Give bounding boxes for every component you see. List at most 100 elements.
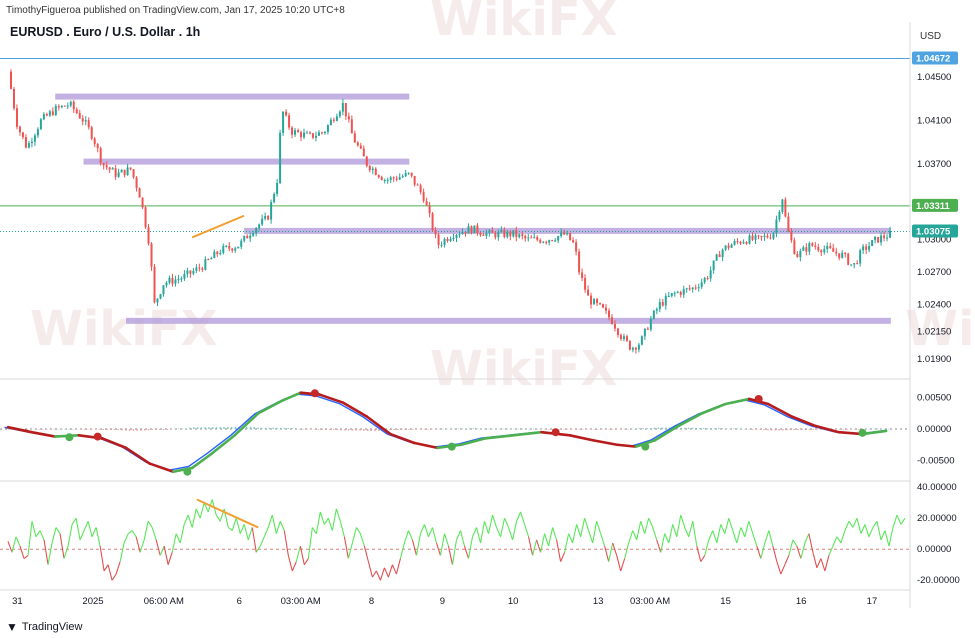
histogram-bar xyxy=(559,429,561,430)
histogram-bar xyxy=(332,429,335,430)
rsi-line-segment xyxy=(235,518,241,534)
candle-body xyxy=(506,231,509,237)
fast-line-segment xyxy=(837,430,864,436)
fast-line-segment xyxy=(148,462,175,474)
candle-body xyxy=(458,234,461,236)
candle-body xyxy=(793,240,796,255)
oscillator-panel[interactable]: 0.00500 0.00000 -0.00500 xyxy=(0,389,955,476)
candle-body xyxy=(697,287,700,289)
candle-body xyxy=(563,232,566,235)
rsi-line-segment xyxy=(379,567,385,581)
candle-body xyxy=(264,215,267,219)
rsi-line-segment xyxy=(876,521,882,540)
candle-body xyxy=(661,302,664,306)
crossover-marker xyxy=(183,467,192,476)
candle-body xyxy=(763,235,766,237)
candle-body xyxy=(676,291,679,293)
rsi-line-segment xyxy=(884,530,890,547)
rsi-line-segment xyxy=(103,564,109,572)
candle-body xyxy=(643,328,646,337)
price-panel[interactable]: 1.045001.041001.037001.033001.030001.027… xyxy=(0,51,958,365)
rsi-line-segment xyxy=(23,554,29,559)
candle-body xyxy=(108,167,111,170)
rsi-line-segment xyxy=(187,514,193,528)
candle-body xyxy=(201,268,204,270)
rsi-line-segment xyxy=(752,533,758,547)
candle-body xyxy=(335,116,338,121)
time-tick-label: 03:00 AM xyxy=(281,596,321,607)
candle-body xyxy=(479,233,482,235)
fast-line-segment xyxy=(318,393,345,405)
rsi-tick-label: 0.00000 xyxy=(917,544,951,555)
candle-body xyxy=(778,211,781,220)
candle-body xyxy=(751,235,754,240)
candle-body xyxy=(877,237,880,243)
osc-tick-label: -0.00500 xyxy=(917,455,955,466)
candle-body xyxy=(841,252,844,258)
candle-body xyxy=(482,234,485,236)
rsi-line-segment xyxy=(852,517,858,528)
candle-body xyxy=(395,178,398,180)
candle-body xyxy=(685,288,688,290)
rsi-line-segment xyxy=(111,573,117,581)
rsi-line-segment xyxy=(584,517,590,531)
candle-body xyxy=(575,242,578,252)
histogram-bar xyxy=(638,428,641,430)
candle-body xyxy=(362,148,365,157)
candle-body xyxy=(607,310,610,318)
candle-body xyxy=(578,251,581,273)
rsi-line-segment xyxy=(271,514,277,534)
candle-body xyxy=(171,277,174,284)
candle-body xyxy=(757,235,760,237)
histogram-bar xyxy=(491,428,493,430)
rsi-line-segment xyxy=(808,533,814,553)
histogram-bar xyxy=(521,428,524,430)
candle-body xyxy=(581,272,584,279)
histogram-bar xyxy=(94,429,97,430)
rsi-line-segment xyxy=(175,533,181,544)
rsi-line-segment xyxy=(143,521,149,540)
rsi-line-segment xyxy=(704,539,710,556)
price-badge-label: 1.04672 xyxy=(916,53,950,64)
histogram-bar xyxy=(162,429,165,430)
candle-body xyxy=(625,336,628,341)
candle-body xyxy=(276,182,279,194)
histogram-bar xyxy=(57,428,59,430)
candle-body xyxy=(162,285,165,295)
histogram-bar xyxy=(464,428,467,430)
histogram-bar xyxy=(453,428,456,430)
candle-body xyxy=(314,135,317,138)
rsi-line-segment xyxy=(492,514,498,528)
candle-body xyxy=(102,163,105,166)
rsi-panel[interactable]: 40.00000 20.00000 0.00000 -20.00000 xyxy=(0,482,960,586)
histogram-bar xyxy=(181,428,184,430)
rsi-line-segment xyxy=(27,521,33,556)
histogram-bar xyxy=(767,429,769,431)
fast-line-segment xyxy=(389,432,416,445)
rsi-line-segment xyxy=(632,530,638,541)
candle-body xyxy=(243,235,246,241)
histogram-bar xyxy=(842,429,845,430)
rsi-line-segment xyxy=(652,527,658,541)
candle-body xyxy=(679,291,682,295)
osc-tick-label: 0.00000 xyxy=(917,424,951,435)
rsi-line-segment xyxy=(772,545,778,562)
price-tick-label: 1.03000 xyxy=(917,235,951,246)
candle-body xyxy=(865,246,868,250)
histogram-bar xyxy=(548,429,550,430)
rsi-line-segment xyxy=(195,508,201,519)
candle-body xyxy=(33,135,36,142)
histogram-bar xyxy=(91,429,93,430)
histogram-bar xyxy=(608,429,611,430)
candle-body xyxy=(584,278,587,290)
candle-body xyxy=(760,235,763,237)
rsi-line-segment xyxy=(748,521,754,534)
tradingview-footer[interactable]: ▼ TradingView xyxy=(6,620,82,634)
price-badge: 1.03311 xyxy=(912,198,958,212)
candle-body xyxy=(141,197,144,208)
rsi-line-segment xyxy=(564,533,570,553)
candle-body xyxy=(700,282,703,288)
rsi-line-segment xyxy=(520,511,526,525)
price-tick-label: 1.03700 xyxy=(917,159,951,170)
